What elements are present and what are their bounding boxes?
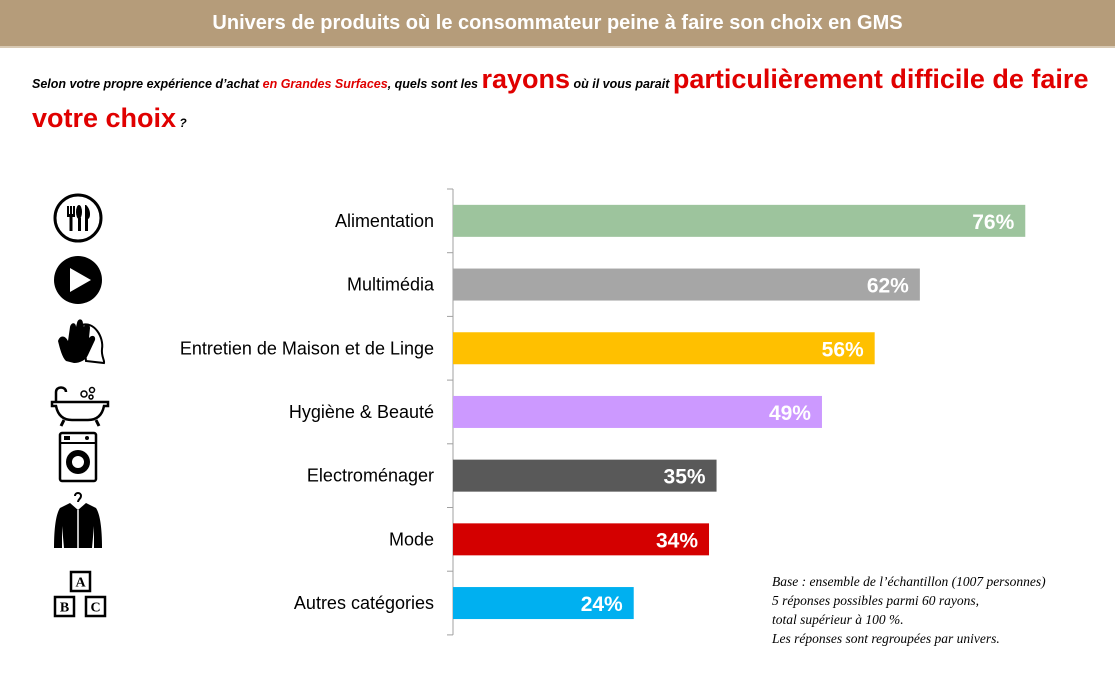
bar-2 [453,332,875,365]
header-title: Univers de produits où le consommateur p… [212,11,903,34]
value-label: 34% [656,529,698,552]
header-divider [0,46,1115,48]
question-part-2: en Grandes Surfaces [262,77,388,91]
note-line-1: Base : ensemble de l’échantillon (1007 p… [772,574,1046,589]
note-line-2: 5 réponses possibles parmi 60 rayons, [772,593,980,608]
abc-blocks-icon: A B C [53,570,107,618]
question-part-1: Selon votre propre expérience d’achat [32,77,263,91]
svg-text:A: A [75,576,86,591]
bars [453,204,1026,620]
note-line-3: total supérieur à 100 %. [772,612,904,627]
value-label: 24% [581,593,623,616]
bar-5 [453,523,710,556]
labels: Alimentation 76% Multimédia 62% Entretien de… [180,211,1015,616]
methodology-note: Base : ensemble de l’échantillon (1007 p… [772,572,1102,648]
play-icon [54,256,102,304]
category-label: Autres catégories [294,593,434,613]
glove-icon [58,319,106,365]
category-axis [447,188,454,636]
bar-1 [453,268,920,301]
category-label: Hygiène & Beauté [289,402,434,422]
question-part-4: rayons [481,64,571,94]
survey-question: Selon votre propre expérience d’achat en… [32,62,1092,140]
svg-text:C: C [90,601,100,616]
shirt-icon [54,492,102,548]
bathtub-icon [50,386,110,427]
question-part-7: ? [176,116,187,130]
category-label: Alimentation [335,211,434,231]
category-label: Multimédia [347,275,435,295]
bar-6 [453,587,634,620]
note-line-4: Les réponses sont regroupées par univers… [772,631,1000,646]
question-part-6: particulièrement difficile de faire votr… [32,64,1089,133]
value-label: 76% [972,211,1014,234]
value-label: 56% [822,338,864,361]
question-part-3: , quels sont les [387,77,482,91]
svg-text:B: B [60,601,69,616]
header-banner: Univers de produits où le consommateur p… [0,0,1115,46]
category-label: Electroménager [307,466,434,486]
value-label: 49% [769,402,811,425]
cutlery-icon [53,193,103,243]
category-label: Entretien de Maison et de Linge [180,338,434,358]
washing-machine-icon [58,431,98,483]
value-label: 35% [664,466,706,489]
question-part-5: où il vous parait [570,77,673,91]
bar-0 [453,204,1026,237]
bar-3 [453,395,822,428]
category-label: Mode [389,529,434,549]
value-label: 62% [867,275,909,298]
category-icons: A B C [50,193,110,618]
bar-4 [453,459,717,492]
